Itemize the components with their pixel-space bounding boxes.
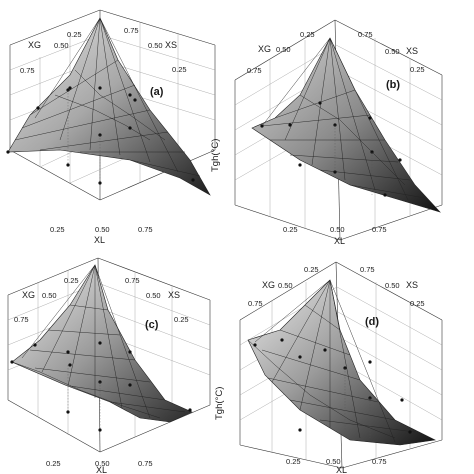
panel-b-frame	[234, 19, 443, 241]
panel-a-drops	[67, 90, 101, 183]
panel-c-xs-tick-3: 0.25	[174, 315, 189, 324]
panel-b-drops	[334, 125, 373, 195]
panel-d: XG 0.50 0.25 0.75 XS 0.75 0.50 0.25 (d) …	[214, 261, 443, 474]
panel-b-xs-tick-3: 0.25	[410, 65, 425, 74]
panel-a-xg-tick-2: 0.50	[54, 41, 69, 50]
panel-c-xs-tick-1: 0.75	[125, 276, 140, 285]
panel-d-xg-tick-1: 0.25	[304, 265, 319, 274]
panel-d-mesh	[247, 279, 416, 443]
panel-a-bottom-var: XL	[94, 235, 105, 245]
panel-d-xg-tick-3: 0.75	[248, 299, 263, 308]
panel-a-xs: XS	[165, 40, 177, 50]
panel-b-bottom-tick-1: 0.25	[283, 225, 298, 234]
panel-b-xg-tick-3: 0.75	[247, 66, 262, 75]
panel-a-xs-tick-2: 0.50	[148, 41, 163, 50]
panel-b-xg-tick-1: 0.25	[300, 30, 315, 39]
panel-a-xg-tick-3: 0.75	[20, 66, 35, 75]
panel-d-xs: XS	[406, 280, 418, 290]
panel-c-bottom-var: XL	[96, 465, 107, 474]
panel-b-bottom-tick-2: 0.50	[330, 225, 345, 234]
panel-d-xg-tick-2: 0.50	[278, 281, 293, 290]
panel-b-bottom-var: XL	[334, 236, 345, 246]
panel-d-label: (d)	[365, 316, 379, 328]
panel-c-points	[10, 341, 192, 432]
panel-a-xs-tick-3: 0.25	[172, 65, 187, 74]
panel-b-xs: XS	[406, 46, 418, 56]
panel-b-bottom-tick-3: 0.75	[372, 225, 387, 234]
panel-c-drops	[67, 365, 101, 430]
panel-a-mesh	[14, 17, 201, 177]
panel-a-label: (a)	[150, 86, 164, 98]
panel-c-xs: XS	[168, 290, 180, 300]
panel-c-bottom-tick-2: 0.50	[95, 459, 110, 468]
panel-c-bottom-tick-3: 0.75	[138, 459, 153, 468]
panel-d-xs-tick-3: 0.25	[410, 299, 425, 308]
panel-a: XG 0.50 0.25 0.75 XS 0.75 0.50 0.25 (a) …	[6, 9, 216, 245]
panel-d-xs-tick-1: 0.75	[360, 265, 375, 274]
panel-b-ylabel: Tgh(°C)	[210, 139, 221, 172]
panel-a-xg-tick-1: 0.25	[67, 30, 82, 39]
panel-c: XG 0.50 0.25 0.75 XS 0.75 0.50 0.25 (c) …	[7, 257, 211, 474]
panel-c-bottom-tick-1: 0.25	[46, 459, 61, 468]
panel-a-xg: XG	[28, 40, 41, 50]
panel-d-drops	[344, 368, 371, 438]
panel-d-bottom-tick-3: 0.75	[372, 457, 387, 466]
panel-d-ylabel: Tgh(°C)	[214, 387, 225, 420]
panel-b-xg-tick-2: 0.50	[276, 45, 291, 54]
panel-d-surface	[247, 279, 436, 446]
panel-c-xs-tick-2: 0.50	[146, 291, 161, 300]
panel-c-xg-tick-1: 0.25	[64, 276, 79, 285]
panel-a-bottom-tick-3: 0.75	[138, 225, 153, 234]
panel-d-bottom-var: XL	[336, 465, 347, 474]
panel-b-xs-tick-2: 0.50	[385, 47, 400, 56]
panel-d-xg: XG	[262, 280, 275, 290]
panel-a-xs-tick-1: 0.75	[124, 26, 139, 35]
panel-d-xs-tick-2: 0.50	[385, 281, 400, 290]
panel-b-xg: XG	[258, 44, 271, 54]
panel-a-bottom-tick-1: 0.25	[50, 225, 65, 234]
panel-d-bottom-tick-2: 0.50	[326, 457, 341, 466]
panel-c-xg: XG	[22, 290, 35, 300]
panel-b-xs-tick-1: 0.75	[358, 30, 373, 39]
panel-c-xg-tick-3: 0.75	[14, 315, 29, 324]
panel-b: XG 0.50 0.25 0.75 XS 0.75 0.50 0.25 (b) …	[210, 19, 443, 246]
panel-c-mesh	[11, 264, 186, 419]
panel-b-mesh	[261, 37, 426, 201]
panel-c-label: (c)	[145, 319, 159, 331]
panel-b-label: (b)	[386, 79, 400, 91]
panel-d-bottom-tick-1: 0.25	[286, 457, 301, 466]
panel-c-xg-tick-2: 0.50	[42, 291, 57, 300]
panel-a-bottom-tick-2: 0.50	[95, 225, 110, 234]
